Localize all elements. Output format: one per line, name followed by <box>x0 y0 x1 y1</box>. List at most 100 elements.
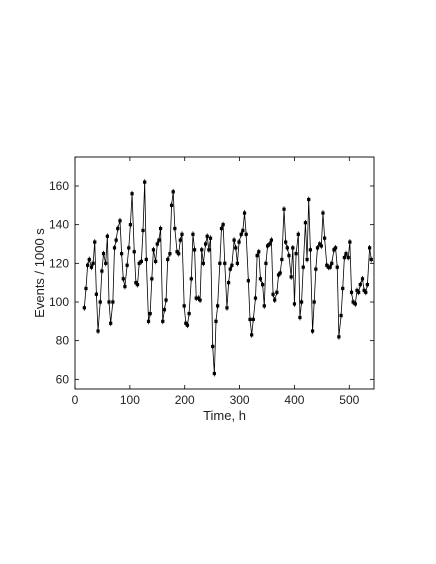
data-point <box>364 289 368 296</box>
data-marker <box>161 319 165 323</box>
data-marker <box>148 312 152 316</box>
data-point <box>187 310 191 317</box>
data-point <box>251 316 255 323</box>
data-marker <box>203 242 208 246</box>
data-marker <box>228 267 232 271</box>
data-marker <box>154 259 158 263</box>
data-point <box>139 258 143 265</box>
data-point <box>333 244 338 251</box>
data-marker <box>162 308 167 312</box>
data-point <box>207 246 211 253</box>
data-marker <box>344 252 348 256</box>
data-point <box>246 277 250 284</box>
data-marker <box>346 255 350 260</box>
data-marker <box>221 223 225 227</box>
data-marker <box>111 300 115 304</box>
data-marker <box>107 300 111 304</box>
data-point <box>178 237 182 244</box>
data-marker <box>232 238 236 242</box>
data-point <box>100 268 104 274</box>
data-point <box>203 241 208 247</box>
data-point <box>125 262 129 269</box>
y-tick-label: 80 <box>56 334 70 348</box>
data-point <box>216 302 220 309</box>
data-marker <box>251 317 255 321</box>
data-marker <box>287 254 291 258</box>
data-marker <box>166 257 170 262</box>
data-point <box>180 231 184 238</box>
data-marker <box>151 248 156 252</box>
data-point <box>239 231 243 238</box>
x-tick-label: 400 <box>284 393 304 407</box>
y-tick-label: 120 <box>49 256 69 270</box>
data-point <box>164 297 168 303</box>
data-point <box>168 250 172 257</box>
data-marker <box>216 304 220 308</box>
data-marker <box>323 236 327 240</box>
data-marker <box>348 240 352 244</box>
data-marker <box>357 290 361 294</box>
data-point <box>120 250 124 257</box>
data-marker <box>314 267 318 271</box>
data-point <box>250 331 254 338</box>
data-point <box>348 239 352 245</box>
data-point <box>173 225 177 232</box>
data-point <box>315 244 320 251</box>
data-marker <box>193 248 197 252</box>
data-point <box>114 237 118 244</box>
y-axis-label: Events / 1000 s <box>32 228 47 318</box>
data-point <box>101 250 106 257</box>
data-marker <box>364 290 368 294</box>
data-point <box>264 260 268 267</box>
data-point <box>339 312 343 319</box>
data-point <box>91 260 95 267</box>
tick-labels: 0 100 200 300 400 500 60 80 100 120 140 160 <box>49 179 360 407</box>
data-marker <box>246 279 250 283</box>
data-marker <box>307 197 311 202</box>
data-marker <box>301 265 305 269</box>
data-marker <box>198 298 202 302</box>
data-point <box>198 297 202 303</box>
data-point <box>166 256 170 263</box>
data-marker <box>365 283 370 287</box>
data-point <box>148 310 152 317</box>
data-point <box>221 221 225 228</box>
data-point <box>289 273 293 280</box>
data-point <box>362 287 366 294</box>
y-tick-label: 140 <box>49 218 69 232</box>
data-marker <box>96 329 100 333</box>
x-axis-label: Time, h <box>203 408 246 423</box>
series-line <box>83 182 372 374</box>
data-point <box>319 243 323 249</box>
data-point <box>357 289 361 296</box>
data-marker <box>112 246 117 250</box>
data-marker <box>276 273 281 277</box>
data-marker <box>298 315 302 320</box>
data-point <box>151 246 156 253</box>
data-marker <box>351 300 355 304</box>
data-marker <box>291 246 295 250</box>
data-series <box>82 179 373 377</box>
data-point <box>323 235 327 242</box>
data-point <box>123 283 127 290</box>
data-marker <box>315 246 320 250</box>
data-point <box>223 260 227 267</box>
data-marker <box>89 265 94 269</box>
data-marker <box>98 300 102 304</box>
data-marker <box>349 290 354 294</box>
data-point <box>261 281 265 288</box>
data-marker <box>214 319 218 323</box>
data-point <box>201 260 205 267</box>
data-marker <box>137 261 141 265</box>
data-marker <box>305 257 309 262</box>
data-point <box>104 260 108 267</box>
data-point <box>253 295 258 302</box>
data-marker <box>82 306 86 310</box>
data-point <box>344 250 348 257</box>
data-point <box>299 299 304 305</box>
x-tick-label: 300 <box>230 393 250 407</box>
data-point <box>169 202 174 209</box>
data-point <box>86 262 90 269</box>
data-marker <box>321 211 325 215</box>
data-marker <box>239 232 243 236</box>
